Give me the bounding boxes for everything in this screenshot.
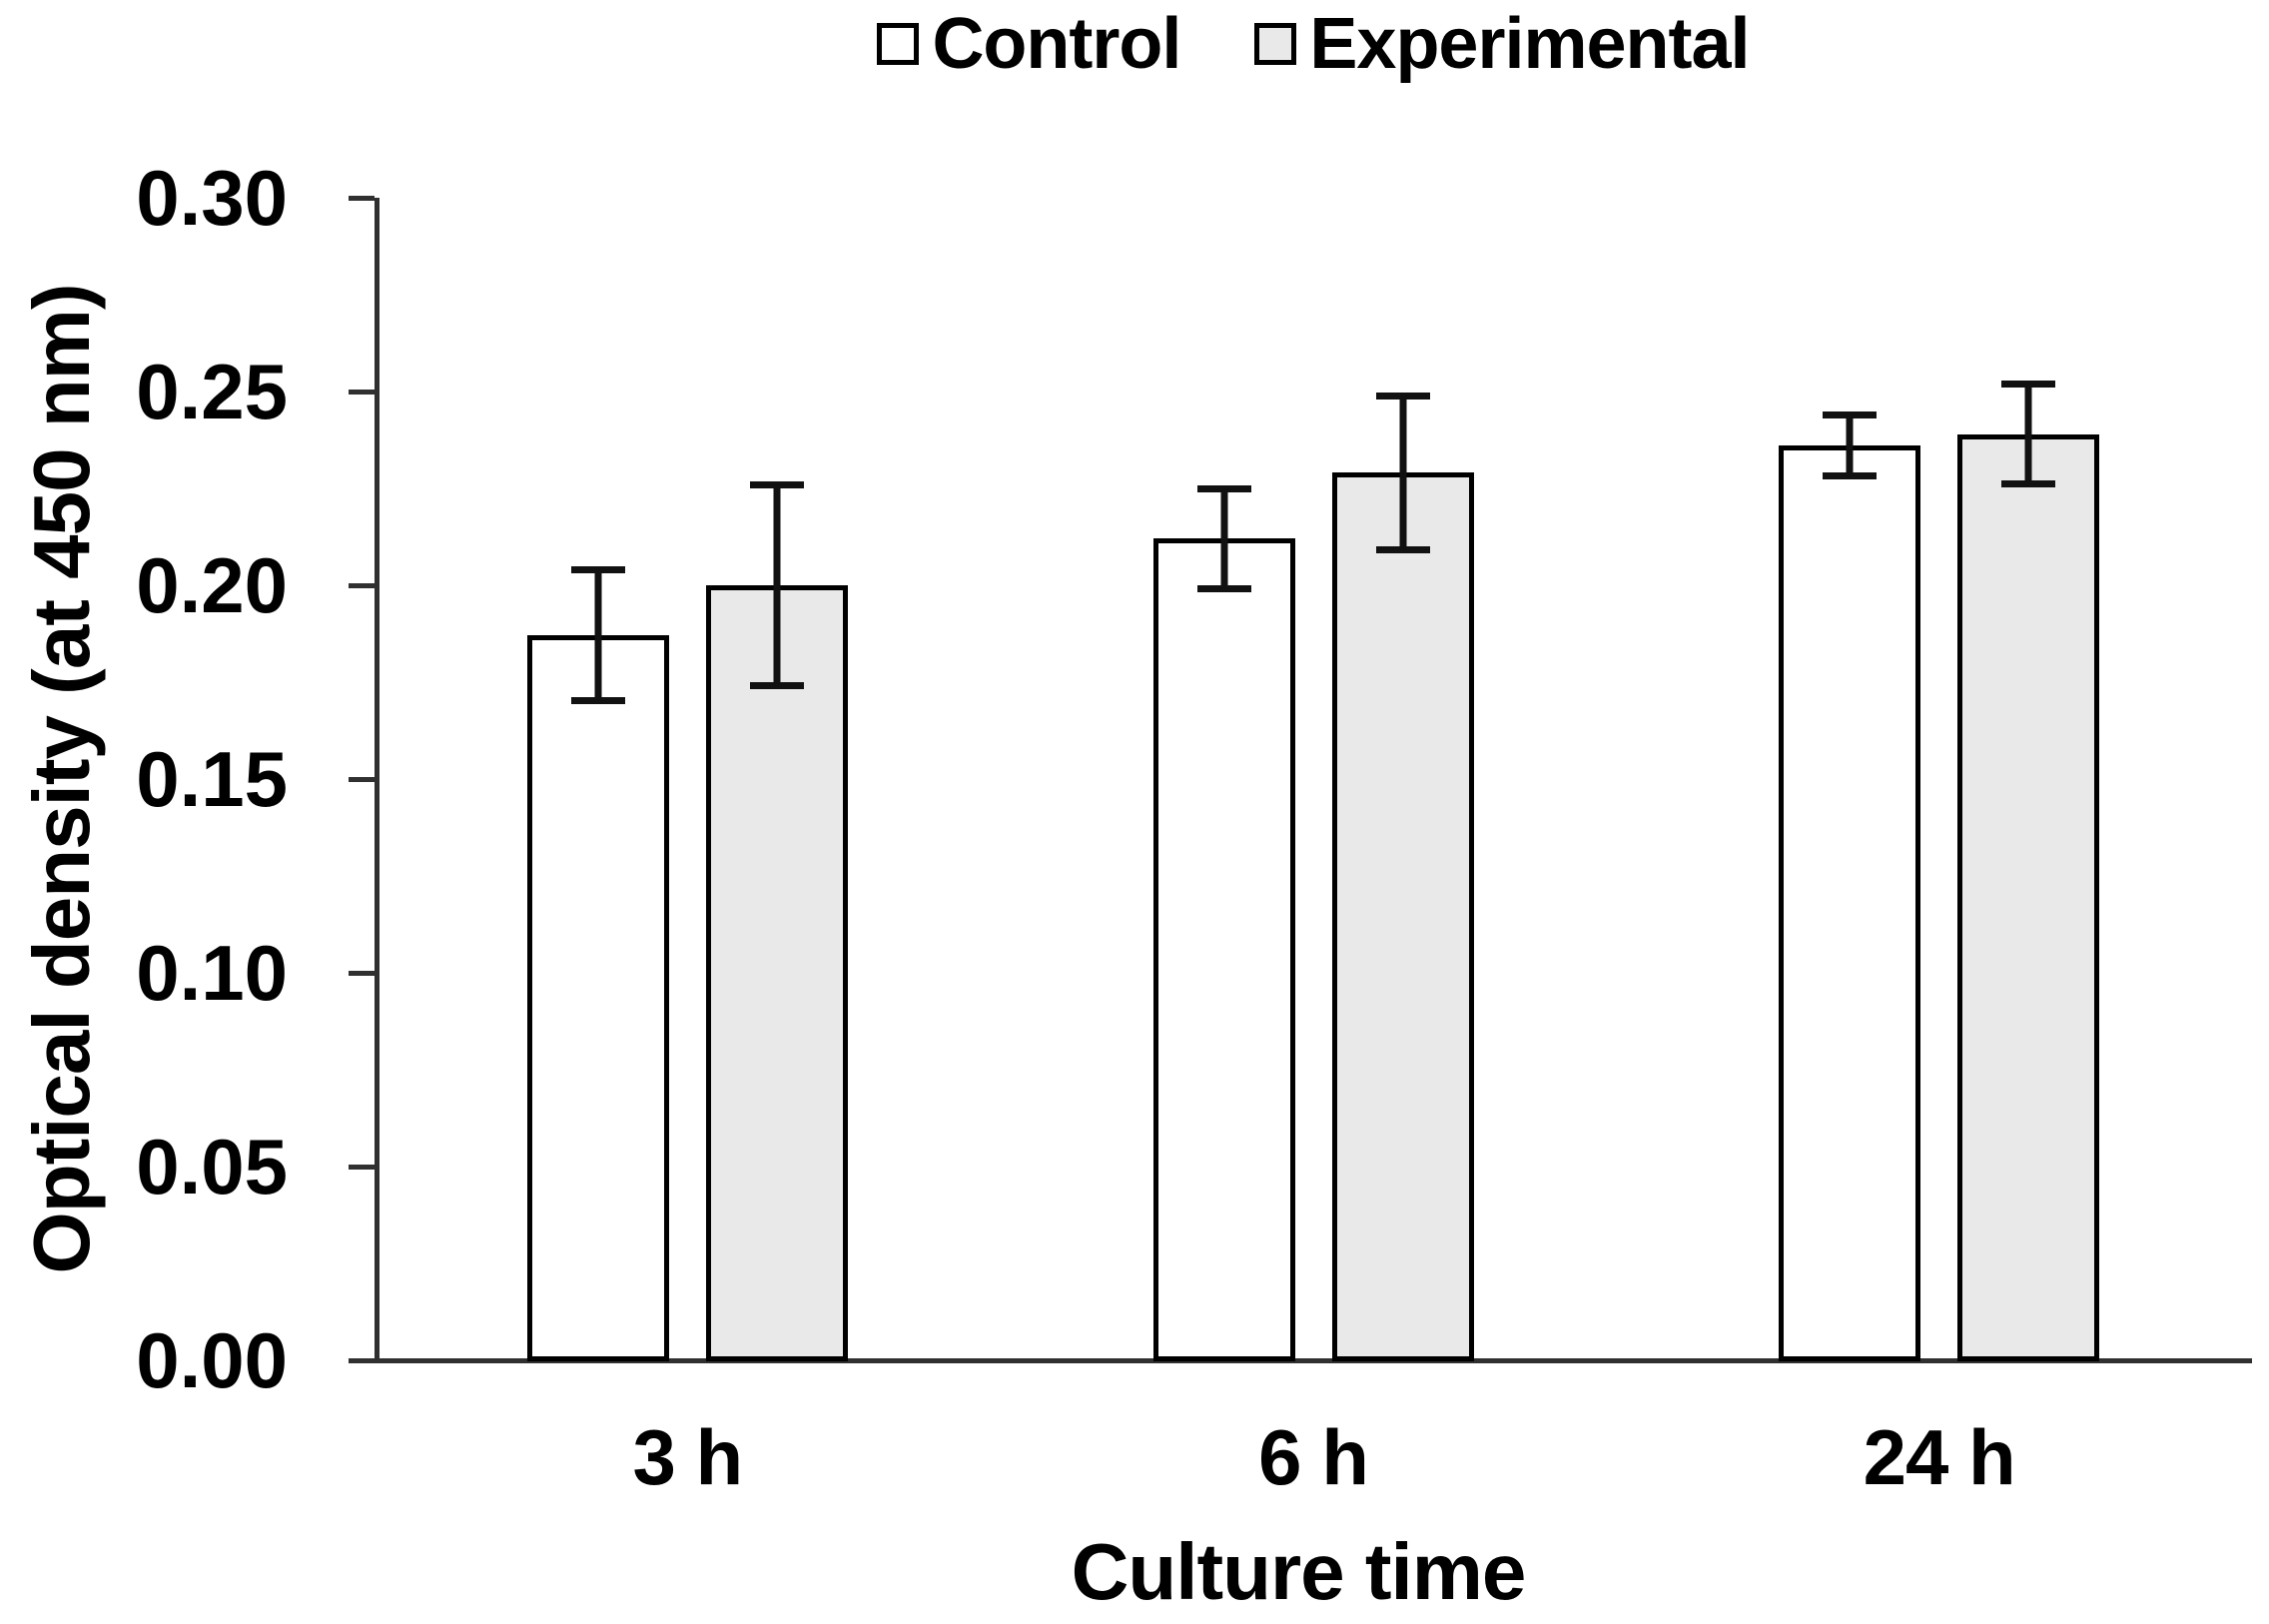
error-bar-cap-top <box>1823 411 1878 419</box>
error-bar-cap-bottom <box>1196 584 1251 592</box>
y-tick-mark <box>349 1357 375 1363</box>
bar-control-6h <box>1152 538 1295 1361</box>
bar-experimental-6h <box>1331 472 1474 1361</box>
control-swatch-icon <box>877 23 920 65</box>
bar-control-24h <box>1779 445 1921 1361</box>
y-tick-label: 0.30 <box>136 154 288 242</box>
legend-label-control: Control <box>932 4 1181 84</box>
error-bar-cap-top <box>749 481 804 489</box>
y-tick-mark <box>349 195 375 201</box>
error-bar-line <box>2024 384 2032 485</box>
experimental-swatch-icon <box>1254 23 1297 65</box>
x-axis-title: Culture time <box>1071 1527 1527 1616</box>
y-tick-label: 0.00 <box>136 1316 288 1404</box>
x-tick-label: 24 h <box>1863 1413 2016 1501</box>
y-tick-mark <box>349 582 375 588</box>
error-bar-line <box>1220 488 1227 589</box>
error-bar-cap-bottom <box>1823 472 1878 480</box>
error-bar-line <box>594 569 602 702</box>
x-tick-label: 6 h <box>1258 1413 1369 1501</box>
bar-experimental-24h <box>1957 433 2100 1361</box>
y-tick-label: 0.05 <box>136 1123 288 1211</box>
legend: Control Experimental <box>375 8 2252 80</box>
y-tick-mark <box>349 776 375 782</box>
x-tick-label: 3 h <box>632 1413 743 1501</box>
error-bar-cap-top <box>570 566 625 574</box>
legend-label-experimental: Experimental <box>1309 4 1750 84</box>
error-bar-line <box>1846 414 1854 477</box>
error-bar-cap-bottom <box>749 681 804 689</box>
error-bar-line <box>1399 395 1406 551</box>
error-bar-cap-top <box>1196 485 1251 492</box>
y-tick-mark <box>349 389 375 395</box>
x-axis-line <box>375 1358 2252 1363</box>
y-tick-label: 0.15 <box>136 735 288 823</box>
y-axis-line <box>375 198 379 1363</box>
bar-experimental-3h <box>705 585 848 1361</box>
bar-control-3h <box>526 635 669 1361</box>
error-bar-cap-bottom <box>570 697 625 705</box>
error-bar-cap-top <box>1375 392 1430 400</box>
error-bar-cap-bottom <box>2001 480 2056 488</box>
legend-item-experimental: Experimental <box>1254 4 1751 84</box>
legend-item-control: Control <box>877 4 1181 84</box>
y-tick-label: 0.25 <box>136 348 288 435</box>
error-bar-line <box>773 484 781 686</box>
error-bar-cap-bottom <box>1375 546 1430 554</box>
error-bar-cap-top <box>2001 381 2056 389</box>
y-tick-mark <box>349 1164 375 1170</box>
y-tick-label: 0.10 <box>136 929 288 1017</box>
y-tick-label: 0.20 <box>136 541 288 629</box>
y-tick-mark <box>349 970 375 976</box>
